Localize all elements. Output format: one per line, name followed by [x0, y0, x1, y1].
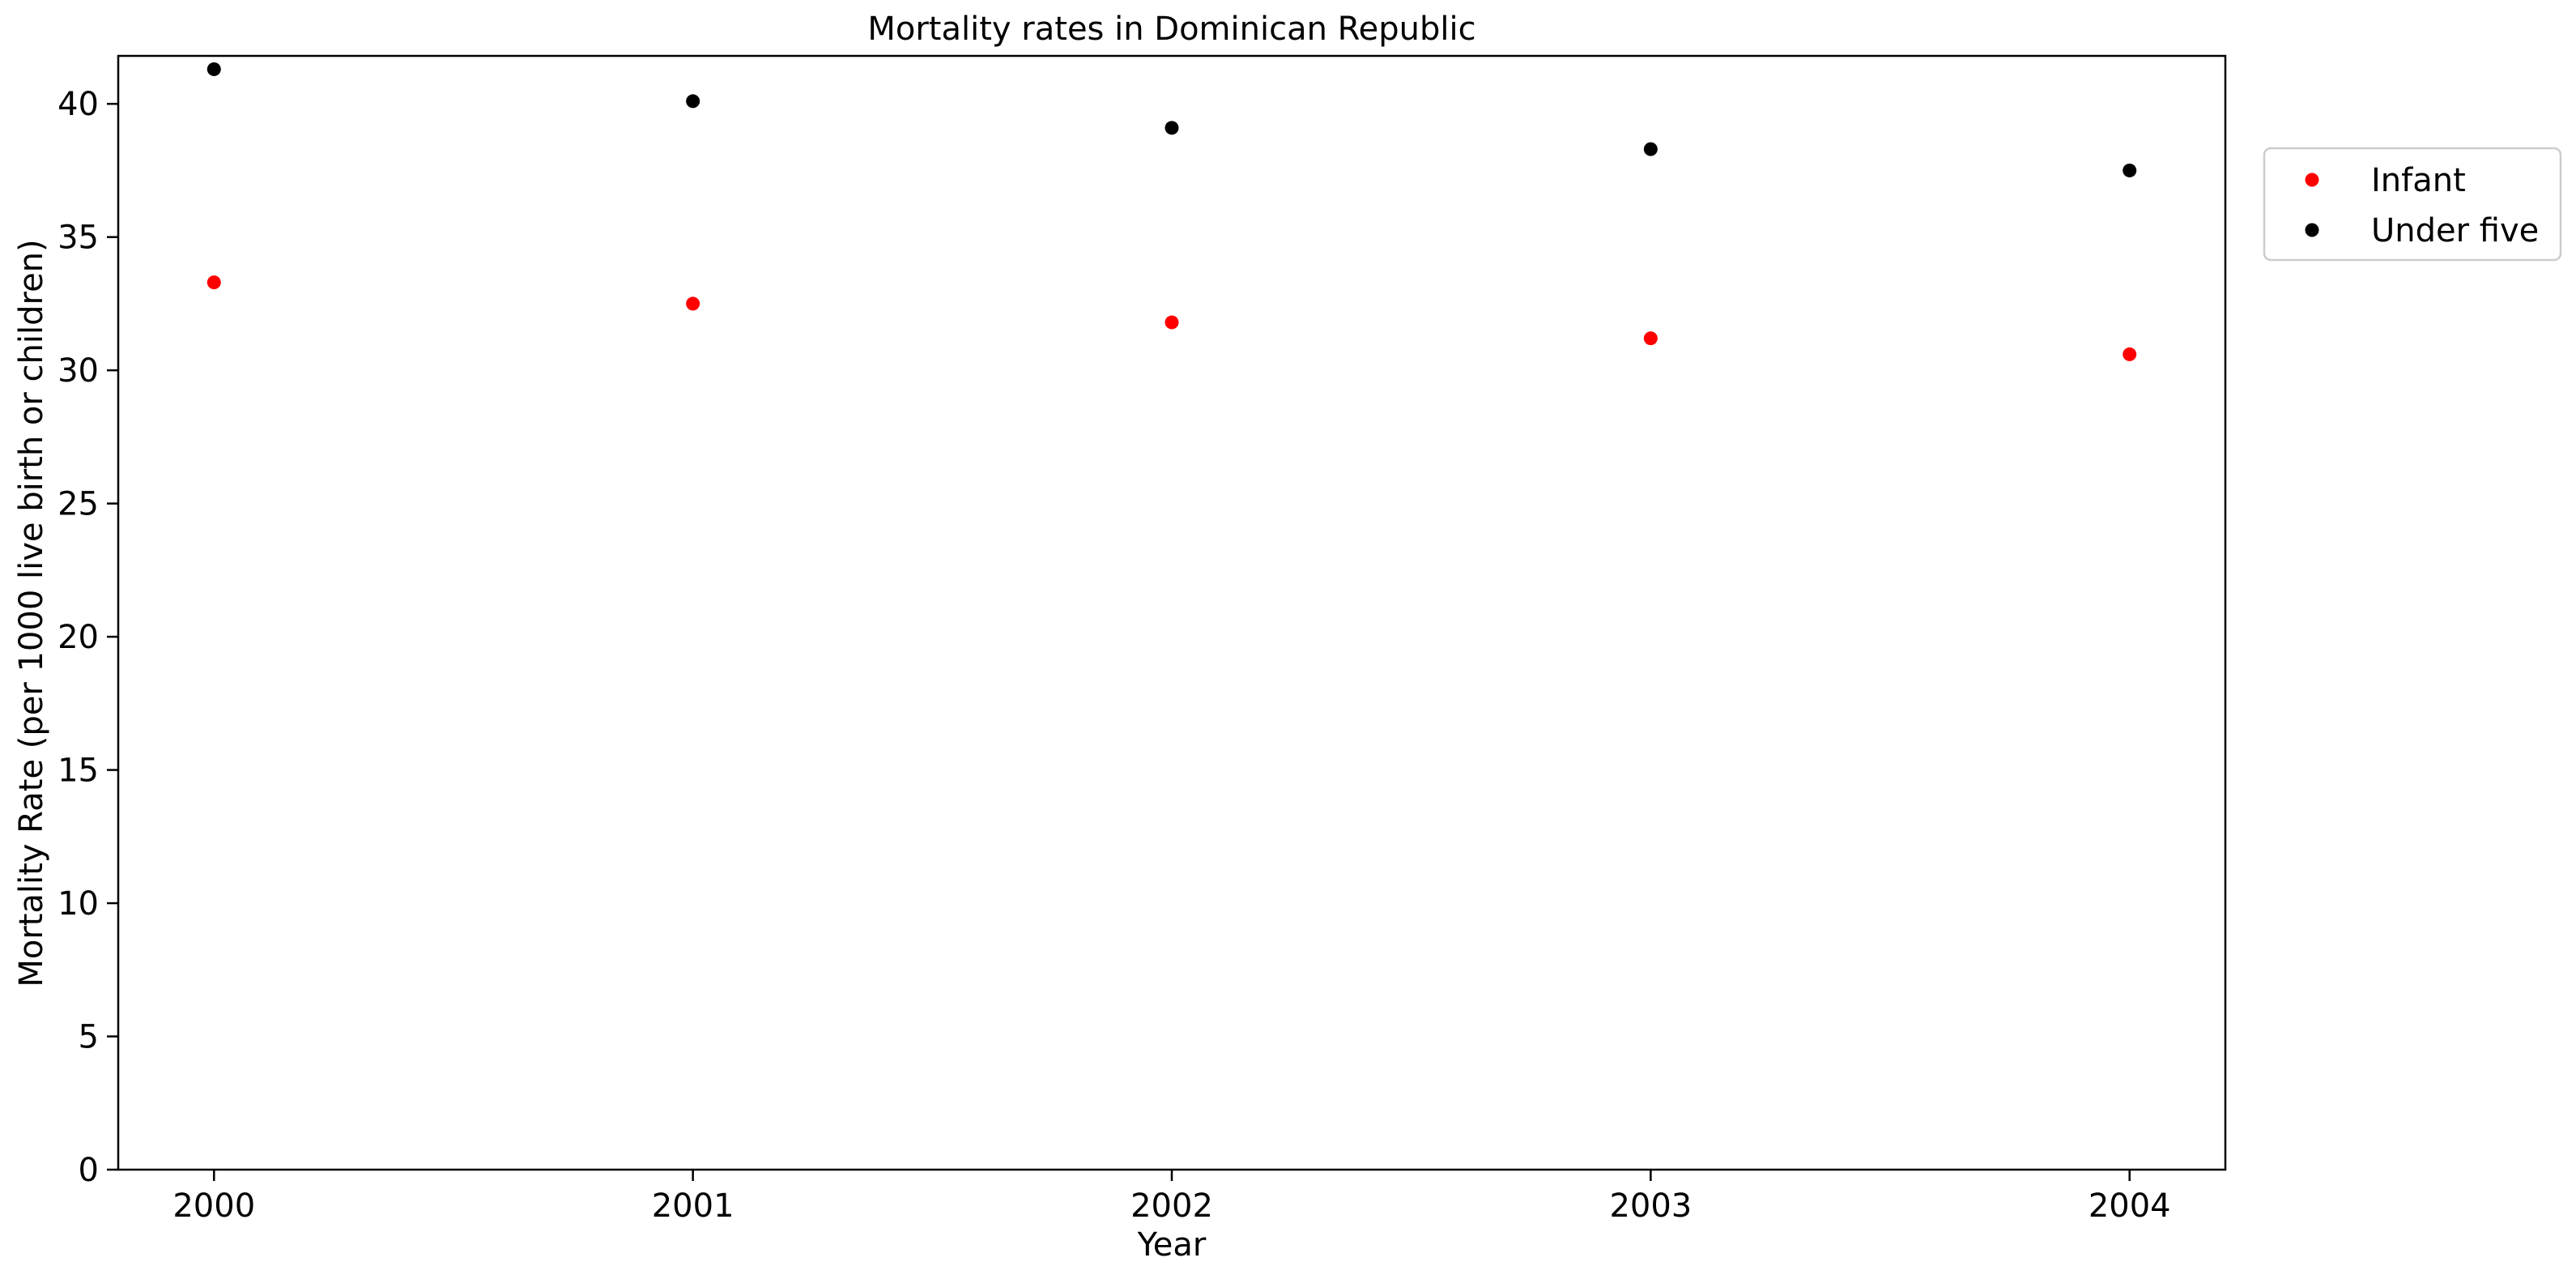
x-axis-label: Year: [1137, 1226, 1207, 1264]
under-five-point: [1643, 142, 1658, 156]
under-five-point: [2123, 163, 2137, 177]
infant-point: [686, 296, 700, 311]
x-tick-label: 2004: [2088, 1187, 2171, 1225]
under-five-point: [207, 62, 221, 76]
legend-label-infant: Infant: [2371, 162, 2466, 199]
y-tick-label: 25: [57, 486, 99, 523]
legend-marker-infant: [2305, 173, 2319, 187]
infant-point: [207, 275, 221, 290]
y-axis-ticks: 0 5 10 15 20 25 30 35 40: [57, 86, 118, 1189]
y-tick-label: 30: [57, 352, 99, 390]
x-tick-label: 2000: [172, 1187, 255, 1225]
y-tick-label: 5: [79, 1019, 99, 1056]
infant-point: [1165, 315, 1179, 330]
y-tick-label: 10: [57, 885, 99, 923]
under-five-point: [1165, 121, 1179, 135]
infant-point: [2123, 347, 2137, 361]
y-axis-label: Mortality Rate (per 1000 live birth or c…: [13, 239, 50, 987]
infant-point: [1643, 331, 1658, 346]
data-points: [207, 62, 2137, 361]
legend: Infant Under five: [2263, 147, 2562, 262]
plot-frame: [117, 54, 2227, 1171]
x-axis-ticks: 2000 2001 2002 2003 2004: [172, 1170, 2171, 1225]
x-tick-label: 2001: [652, 1187, 734, 1225]
chart-title: Mortality rates in Dominican Republic: [867, 11, 1475, 48]
x-tick-label: 2002: [1130, 1187, 1213, 1225]
legend-marker-under-five: [2305, 223, 2319, 237]
under-five-point: [686, 94, 700, 109]
y-tick-label: 0: [79, 1152, 99, 1189]
legend-box: [2263, 147, 2562, 262]
y-tick-label: 20: [57, 619, 99, 656]
y-tick-label: 15: [57, 752, 99, 790]
x-tick-label: 2003: [1609, 1187, 1692, 1225]
y-tick-label: 40: [57, 86, 99, 123]
legend-label-under-five: Under five: [2371, 212, 2539, 249]
y-tick-label: 35: [57, 220, 99, 257]
